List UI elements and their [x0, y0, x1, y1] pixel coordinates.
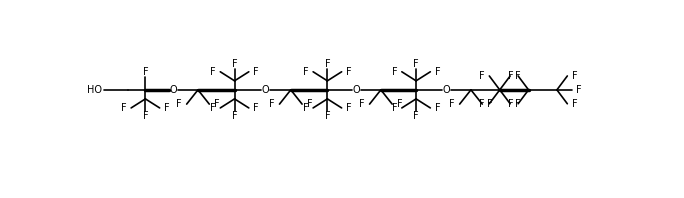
Text: O: O: [353, 85, 360, 95]
Text: F: F: [435, 67, 440, 77]
Text: F: F: [324, 111, 330, 121]
Text: F: F: [346, 67, 352, 77]
Text: O: O: [261, 85, 269, 95]
Text: F: F: [479, 71, 485, 81]
Text: F: F: [232, 59, 237, 69]
Text: F: F: [413, 111, 419, 121]
Text: F: F: [515, 71, 521, 81]
Text: F: F: [487, 99, 492, 109]
Text: F: F: [253, 67, 259, 77]
Text: F: F: [572, 71, 577, 81]
Text: F: F: [572, 99, 577, 109]
Text: F: F: [346, 103, 352, 113]
Text: F: F: [397, 99, 402, 109]
Text: F: F: [269, 99, 275, 109]
Text: F: F: [210, 103, 215, 113]
Text: F: F: [324, 59, 330, 69]
Text: F: F: [121, 103, 127, 113]
Text: F: F: [303, 67, 308, 77]
Text: F: F: [253, 103, 259, 113]
Text: F: F: [508, 99, 514, 109]
Text: F: F: [359, 99, 365, 109]
Text: F: F: [413, 59, 419, 69]
Text: F: F: [164, 103, 170, 113]
Text: F: F: [576, 85, 582, 95]
Text: F: F: [392, 103, 397, 113]
Text: F: F: [176, 99, 182, 109]
Text: F: F: [210, 67, 215, 77]
Text: F: F: [214, 99, 220, 109]
Text: F: F: [479, 99, 485, 109]
Text: O: O: [443, 85, 450, 95]
Text: F: F: [392, 67, 397, 77]
Text: F: F: [508, 71, 514, 81]
Text: F: F: [232, 111, 237, 121]
Text: F: F: [303, 103, 308, 113]
Text: HO: HO: [87, 85, 102, 95]
Text: F: F: [142, 111, 148, 121]
Text: F: F: [449, 99, 455, 109]
Text: F: F: [142, 67, 148, 77]
Text: F: F: [435, 103, 440, 113]
Text: F: F: [515, 99, 521, 109]
Text: O: O: [170, 85, 178, 95]
Text: F: F: [306, 99, 313, 109]
